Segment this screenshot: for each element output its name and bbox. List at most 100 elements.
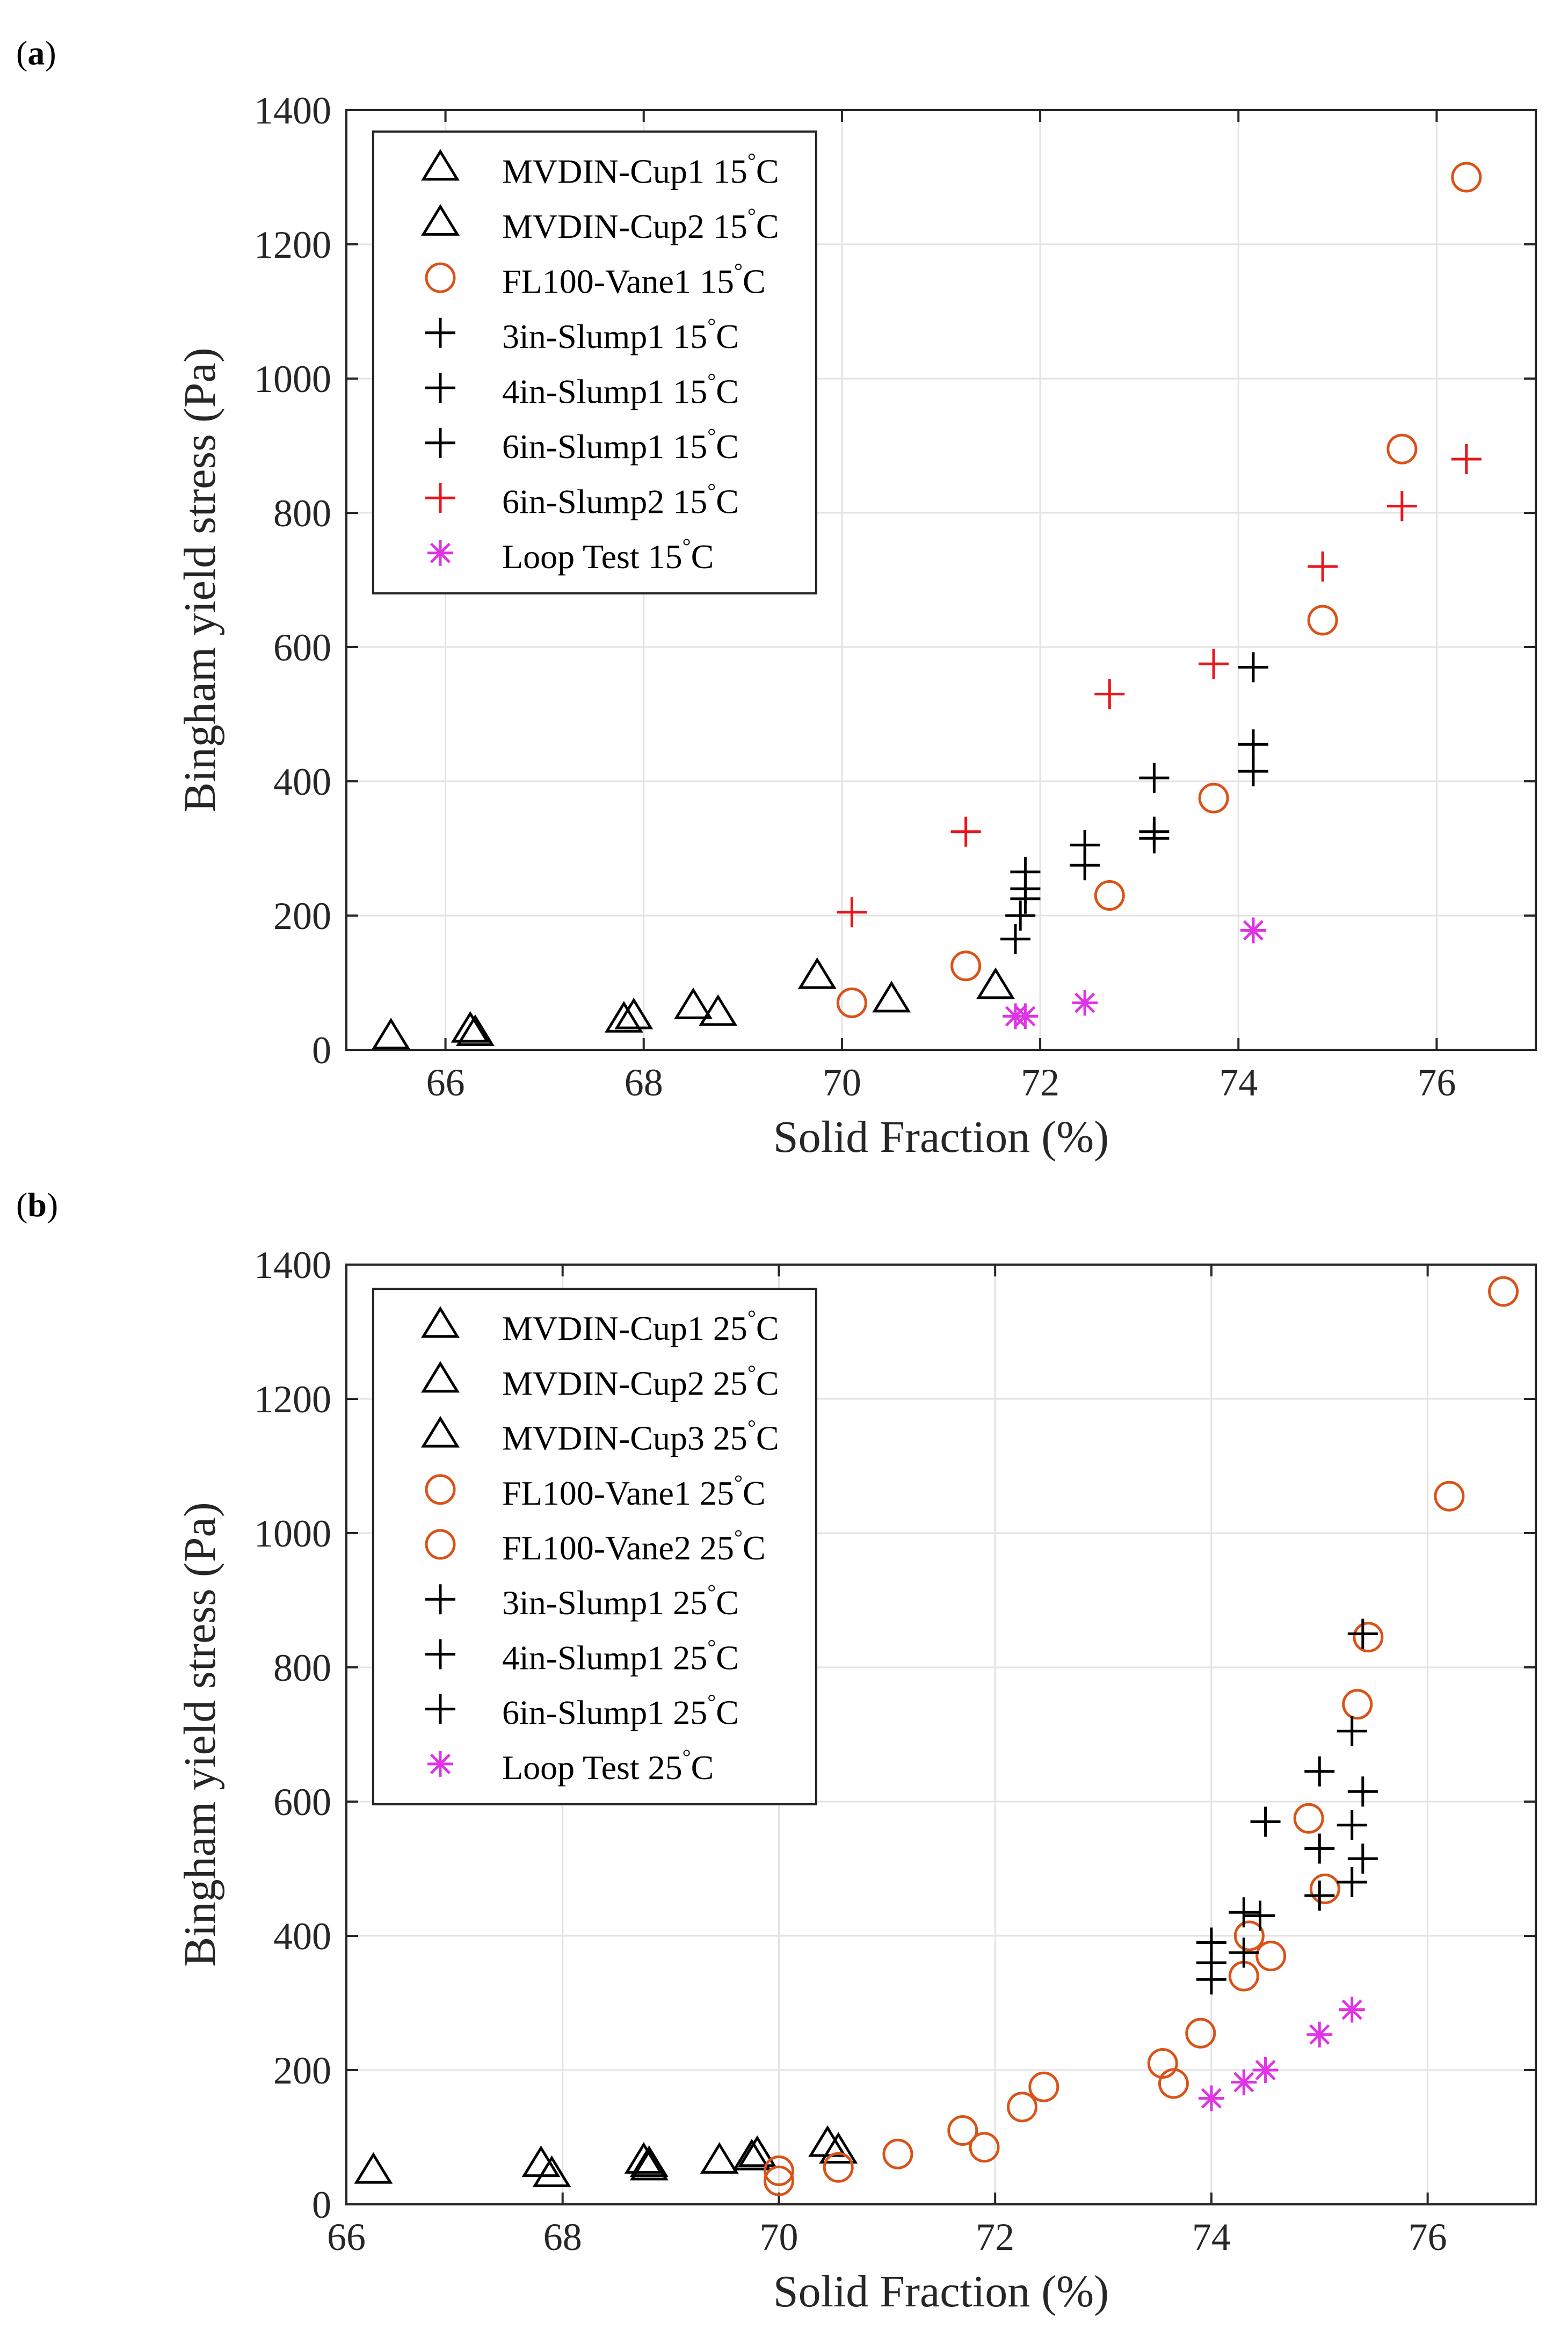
data-point-plus (1304, 1756, 1335, 1787)
x-tick-label: 76 (1409, 2216, 1447, 2259)
legend-label-unit: C (716, 1638, 739, 1676)
data-point-circle (1185, 2017, 1216, 2049)
series-mvdin-cup1-15 (372, 997, 654, 1050)
y-tick-label: 0 (312, 2183, 331, 2226)
y-tick-label: 1000 (254, 358, 331, 401)
data-point-circle (823, 2152, 854, 2183)
data-point-plus (1238, 756, 1268, 787)
data-point-circle (1147, 2048, 1178, 2079)
data-point-triangle (797, 957, 837, 989)
legend-label-text: 4in-Slump1 25 (502, 1638, 707, 1676)
legend-label-unit: C (756, 1419, 779, 1457)
series-4in-slump1-15 (1010, 830, 1100, 914)
data-point-plus (1308, 551, 1338, 582)
axes-box (345, 109, 1537, 1051)
data-point-circle (1028, 2071, 1059, 2102)
data-point-plus (1229, 1897, 1259, 1928)
data-point-asterisk (1339, 1997, 1365, 2023)
x-tick-label: 68 (625, 1061, 663, 1104)
data-point-plus (1347, 1843, 1378, 1874)
data-point-circle (763, 2155, 794, 2186)
legend-marker-triangle (421, 149, 460, 181)
legend-marker-plus (425, 373, 455, 403)
data-point-plus (1094, 679, 1125, 709)
legend-label-unit: C (756, 1364, 779, 1402)
degree-symbol: ° (707, 314, 716, 338)
y-tick-label: 600 (273, 1781, 331, 1824)
legend-label-unit: C (756, 1309, 779, 1347)
x-tick-label: 66 (426, 1061, 465, 1104)
data-point-plus (1337, 1810, 1367, 1840)
y-tick-label: 400 (273, 760, 331, 803)
legend-label-text: FL100-Vane1 15 (502, 262, 734, 300)
degree-symbol: ° (707, 368, 716, 393)
y-tick-label: 1200 (254, 1378, 331, 1421)
data-point-asterisk (1306, 2021, 1333, 2048)
data-point-circle (836, 988, 867, 1018)
legend-label-unit: C (716, 1584, 739, 1622)
degree-symbol: ° (747, 1416, 756, 1440)
legend-label-text: 6in-Slump1 15 (502, 427, 707, 466)
degree-symbol: ° (683, 534, 691, 558)
legend-label-text: Loop Test 15 (502, 538, 683, 576)
series-mvdin-cup2-15 (674, 957, 1015, 1026)
data-point-plus (1070, 830, 1100, 860)
legend-label-text: 4in-Slump1 15 (502, 372, 707, 410)
chart-panel-b: 66 68 70 72 74 76 0 200 400 600 800 1000 1200 1400 Sol… (175, 1244, 1537, 2317)
legend-label: 4in-Slump1 15°C (502, 368, 739, 410)
legend-label-text: 6in-Slump2 15 (502, 482, 707, 520)
axes-box (345, 1264, 1537, 2205)
legend-marker-triangle (421, 1416, 460, 1448)
legend-marker-plus (425, 483, 455, 513)
data-point-triangle (732, 2138, 772, 2171)
data-point-triangle (629, 2148, 669, 2181)
data-point-circle (1293, 1803, 1324, 1834)
data-point-plus (1229, 1937, 1259, 1968)
data-point-circle (1451, 162, 1482, 193)
data-point-triangle (976, 967, 1015, 999)
legend-label: MVDIN-Cup1 25°C (502, 1305, 779, 1347)
series-6in-slump1-25 (1337, 1618, 1378, 1897)
legend-label-text: MVDIN-Cup2 15 (502, 207, 747, 245)
legend-label: Loop Test 15°C (502, 534, 714, 576)
data-point-triangle (700, 2142, 739, 2174)
legend-label-text: 3in-Slump1 15 (502, 317, 707, 355)
data-point-asterisk (1231, 2069, 1257, 2095)
data-point-circle (1342, 1689, 1373, 1720)
y-tick-label: 200 (273, 895, 331, 938)
legend-marker-plus (425, 1584, 455, 1615)
data-point-asterisk (1252, 2057, 1279, 2083)
panel-label-b: (b) (16, 1186, 58, 1224)
legend-marker-circle (425, 262, 456, 293)
data-point-plus (1000, 924, 1030, 954)
legend-label: Loop Test 25°C (502, 1745, 714, 1787)
data-point-plus (837, 897, 867, 927)
degree-symbol: ° (734, 258, 743, 282)
series-3in-slump1-25 (1196, 1897, 1259, 1995)
data-point-triangle (629, 2145, 669, 2177)
series-loop-test-15 (1002, 917, 1266, 1029)
legend-label-unit: C (756, 152, 779, 190)
y-tick-label: 800 (273, 492, 331, 535)
data-point-circle (1488, 1276, 1519, 1307)
legend-label-unit: C (743, 1474, 766, 1512)
data-point-triangle (372, 1018, 411, 1050)
data-point-plus (1238, 729, 1268, 760)
data-point-plus (950, 816, 981, 847)
data-point-triangle (354, 2152, 393, 2184)
data-point-plus (1139, 763, 1170, 793)
y-tick-label: 800 (273, 1646, 331, 1689)
legend-label: 6in-Slump2 15°C (502, 478, 739, 520)
data-point-triangle (604, 1000, 643, 1033)
degree-symbol: ° (747, 148, 756, 172)
legend-label-text: FL100-Vane2 25 (502, 1529, 734, 1567)
degree-symbol: ° (707, 1690, 716, 1714)
data-point-circle (969, 2132, 1000, 2163)
data-point-circle (1386, 433, 1418, 464)
legend-label-unit: C (743, 262, 766, 300)
legend-label: 6in-Slump1 15°C (502, 424, 739, 466)
legend-label: 6in-Slump1 25°C (502, 1690, 739, 1732)
legend-label-unit: C (756, 207, 779, 245)
x-axis-title: Solid Fraction (%) (773, 2267, 1109, 2317)
